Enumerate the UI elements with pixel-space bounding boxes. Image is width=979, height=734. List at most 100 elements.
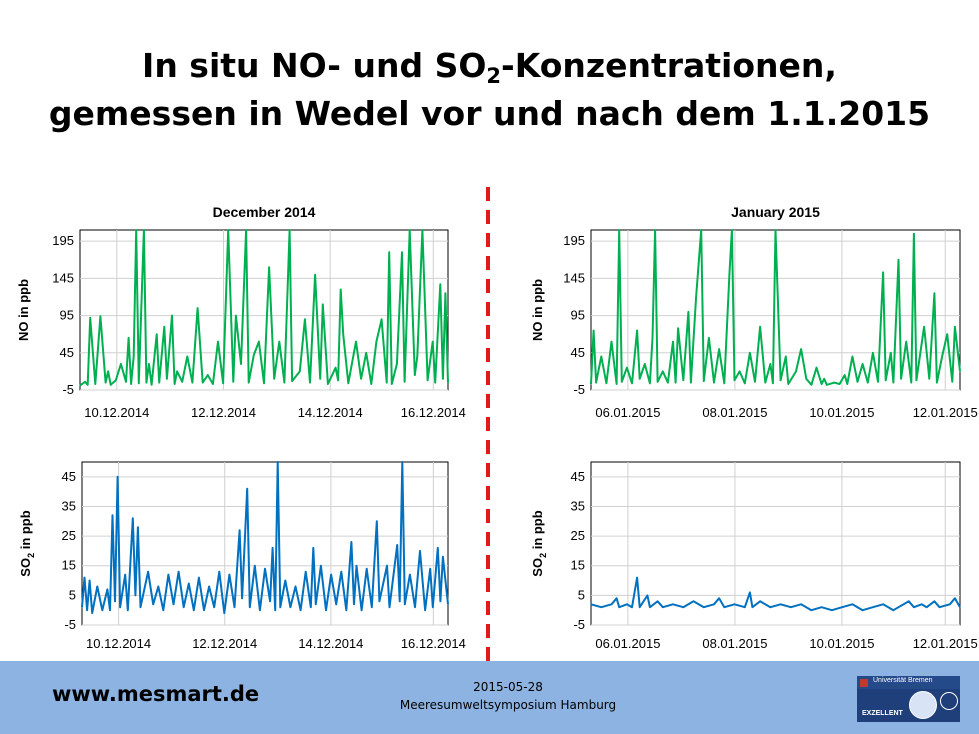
data-point [253,354,255,356]
data-point [882,603,884,605]
data-point [419,550,421,552]
data-point [89,579,91,582]
data-point [360,378,362,380]
data-point [355,565,358,567]
data-point [114,600,116,602]
data-point [662,370,664,372]
y-tick-label: 145 [563,270,585,285]
data-point [877,381,879,383]
data-point [439,600,441,602]
chart-title: December 2014 [213,204,316,220]
data-point [355,341,357,343]
data-point [759,600,761,602]
data-point [810,384,812,386]
data-point [447,603,449,605]
data-point [723,382,725,384]
data-point [447,381,449,384]
data-point [795,370,797,372]
data-point [708,337,710,339]
data-point [600,606,602,608]
data-point [851,355,853,358]
data-point [188,582,190,585]
data-point [897,606,900,608]
data-point [657,381,659,383]
data-point [933,292,935,294]
x-tick-label: 16.12.2014 [401,636,466,651]
data-point [388,251,390,253]
title-line-1: In situ NO- und SO2-Konzentrationen, [142,46,837,88]
y-tick-label: 25 [62,528,76,543]
data-point [744,606,746,608]
data-point [856,381,859,383]
data-point [116,476,119,478]
y-tick-label: -5 [573,617,585,632]
data-point [319,378,321,380]
data-point [249,606,251,608]
data-point [127,609,129,611]
x-tick-label: 10.12.2014 [86,636,151,651]
data-point [86,609,88,611]
y-tick-label: 35 [571,498,585,513]
data-point [133,355,135,358]
data-point [222,382,224,384]
data-point [815,367,818,369]
data-point [171,314,173,317]
data-point [99,315,102,317]
data-point [639,378,641,380]
data-point [703,606,705,608]
y-tick-label: 5 [69,587,76,602]
data-point [867,381,869,384]
data-point [268,266,270,268]
data-point [399,600,401,602]
university-mark-icon [860,679,868,687]
data-point [667,381,669,384]
data-point [728,274,730,276]
data-point [284,579,286,582]
data-point [718,348,720,350]
data-point [269,600,271,602]
y-tick-label: 15 [571,558,585,573]
data-point [439,283,441,285]
data-point [674,381,677,384]
data-point [137,526,139,528]
x-tick-label: 06.01.2015 [595,636,660,651]
data-point [181,381,183,383]
data-point [246,488,248,490]
chart-title: January 2015 [731,204,820,220]
data-point [442,378,444,380]
data-point [143,229,145,231]
data-point [264,568,266,570]
x-tick-label: 08.01.2015 [702,636,767,651]
data-point [677,327,679,329]
data-point [437,547,439,549]
data-point [337,379,339,381]
data-point [386,565,388,567]
data-point [744,382,746,384]
data-point [432,341,434,343]
data-point [202,381,204,384]
data-point [139,606,142,608]
data-point [371,606,373,608]
data-point [713,603,715,605]
data-point [723,606,725,608]
data-point [254,565,256,567]
data-point [106,588,109,591]
website-link[interactable]: www.mesmart.de [52,682,260,706]
data-point [862,363,864,365]
data-point [245,229,247,231]
data-point [263,382,265,384]
data-point [649,382,651,384]
data-point [120,363,122,365]
globe-icon [909,691,937,719]
data-point [380,318,383,320]
data-point [780,603,782,605]
x-tick-label: 14.12.2014 [298,405,363,420]
data-point [101,609,103,611]
data-point [616,383,618,385]
data-point [340,288,342,291]
x-tick-label: 08.01.2015 [702,405,767,420]
data-point [618,606,620,608]
data-point [800,603,802,605]
data-point [320,565,322,567]
data-point [238,529,241,531]
